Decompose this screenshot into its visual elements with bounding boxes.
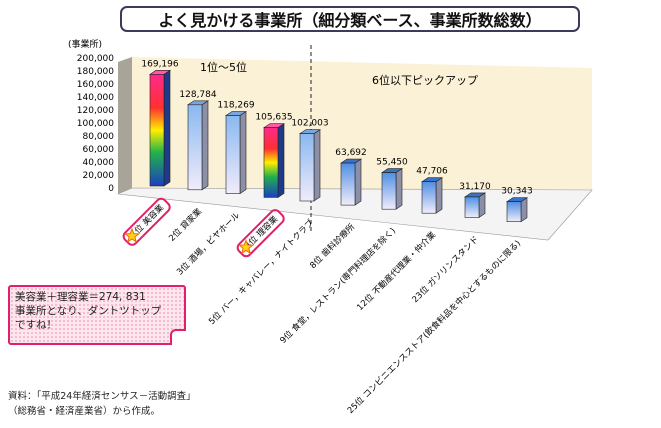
bar xyxy=(225,110,247,195)
callout-line: ですね！ xyxy=(15,319,57,331)
value-label: 102,003 xyxy=(291,119,328,129)
bar-side xyxy=(354,158,362,206)
bar-front xyxy=(149,74,165,187)
bar xyxy=(421,177,443,214)
y-tick-label: 20,000 xyxy=(83,171,115,181)
source-note: （総務省・経済産業省）から作成。 xyxy=(8,406,161,417)
value-label: 105,635 xyxy=(255,113,292,123)
bar xyxy=(381,168,403,210)
y-tick-label: 0 xyxy=(108,184,114,194)
bar-side xyxy=(277,123,285,198)
callout-line: 事業所となり、ダントツトップ xyxy=(15,305,162,317)
value-label: 169,196 xyxy=(141,59,178,69)
highlight-frame xyxy=(236,209,285,258)
bar-front xyxy=(421,181,437,214)
highlight-frame xyxy=(122,197,171,246)
star-icon xyxy=(123,227,141,243)
category-label: 8位 歯科診療所 xyxy=(308,221,358,271)
bar-front xyxy=(299,133,315,202)
side-wall xyxy=(118,57,132,194)
y-tick-label: 180,000 xyxy=(77,67,114,77)
callout-note: 美容業＋理容業＝274, 831 事業所となり、ダントツトップ ですね！ xyxy=(8,285,186,345)
bar-front xyxy=(263,127,279,198)
bar xyxy=(263,123,285,198)
y-tick-label: 60,000 xyxy=(83,145,115,155)
bar-side xyxy=(163,69,171,187)
bar xyxy=(187,100,209,191)
bar-side xyxy=(239,110,247,195)
value-label: 128,784 xyxy=(179,90,216,100)
bar xyxy=(506,197,528,223)
bar-front xyxy=(381,172,397,210)
y-tick-label: 160,000 xyxy=(77,80,114,90)
star-icon xyxy=(237,239,255,255)
bar-front xyxy=(506,201,522,222)
value-label: 31,170 xyxy=(459,182,491,192)
y-tick-label: 200,000 xyxy=(77,54,114,64)
category-label: 25位 コンビニエンスストア(飲食料品を中心とするものに限る) xyxy=(345,238,523,416)
chart-title: よく見かける事業所（細分類ベース、事業所数総数） xyxy=(120,6,580,32)
back-wall xyxy=(132,57,592,190)
callout-line: 美容業＋理容業＝274, 831 xyxy=(15,291,146,303)
bar-side xyxy=(435,177,443,214)
bar-side xyxy=(201,100,209,191)
y-tick-label: 120,000 xyxy=(77,106,114,116)
section-label-top5: 1位～5位 xyxy=(200,60,247,74)
category-label: 12位 不動産代理業・仲介業 xyxy=(355,229,439,313)
bar xyxy=(464,192,486,219)
bar-side xyxy=(395,168,403,210)
bar-front xyxy=(225,115,241,194)
bar-front xyxy=(187,104,203,191)
value-label: 118,269 xyxy=(217,101,254,111)
y-tick-label: 100,000 xyxy=(77,119,114,129)
y-tick-label: 40,000 xyxy=(83,158,115,168)
category-label: 2位 貸家業 xyxy=(167,206,205,244)
section-label-pickup: 6位以下ピックアップ xyxy=(372,73,478,87)
value-label: 30,343 xyxy=(501,187,533,197)
source-note: 資料：「平成24年経済センサス－活動調査」 xyxy=(8,391,196,402)
bar xyxy=(149,69,171,187)
bar xyxy=(340,158,362,206)
bar xyxy=(299,129,321,202)
value-label: 63,692 xyxy=(335,148,367,158)
y-tick-label: 140,000 xyxy=(77,93,114,103)
value-label: 47,706 xyxy=(416,167,448,177)
bar-front xyxy=(464,196,480,218)
value-label: 55,450 xyxy=(376,158,408,168)
y-axis-label: (事業所) xyxy=(68,38,102,50)
folded-corner xyxy=(170,329,186,345)
bar-side xyxy=(313,129,321,202)
y-tick-label: 80,000 xyxy=(83,132,115,142)
bar-front xyxy=(340,162,356,206)
